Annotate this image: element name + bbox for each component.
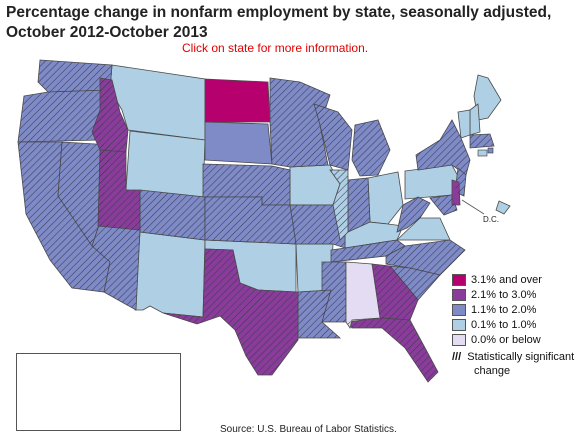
state-vermont[interactable] — [457, 109, 471, 139]
source-note: Source: U.S. Bureau of Labor Statistics. — [220, 424, 397, 435]
state-new-mexico[interactable] — [134, 231, 206, 318]
legend-label-5: 0.0% or below — [471, 333, 541, 346]
state-maine[interactable] — [473, 74, 502, 121]
legend-swatch-1 — [452, 273, 466, 286]
legend-swatch-5 — [452, 333, 466, 346]
click-hint: Click on state for more information. — [182, 41, 369, 55]
legend-swatch-3 — [452, 303, 466, 316]
legend-item-2: 2.1% to 3.0% — [452, 287, 574, 302]
state-new-hampshire[interactable] — [469, 103, 481, 136]
hatch-mark: /// — [452, 351, 462, 363]
state-north-dakota[interactable] — [204, 78, 271, 123]
legend-significance: /// Statistically significant change — [452, 350, 574, 378]
state-rhode-island[interactable] — [487, 147, 494, 154]
map-title: Percentage change in nonfarm employment … — [6, 4, 552, 41]
legend-swatch-2 — [452, 288, 466, 301]
dc-leader-line — [461, 199, 485, 215]
legend-item-5: 0.0% or below — [452, 332, 574, 347]
dc-label: D.C. — [483, 215, 499, 224]
legend-item-4: 0.1% to 1.0% — [452, 317, 574, 332]
state-hawaii-dc-inset[interactable] — [495, 200, 511, 215]
legend: 3.1% and over 2.1% to 3.0% 1.1% to 2.0% … — [452, 272, 574, 378]
significance-label-line2: change — [474, 365, 511, 377]
state-connecticut[interactable] — [477, 149, 488, 157]
significance-label-line1: Statistically significant — [467, 351, 575, 363]
alaska-hawaii-inset — [16, 353, 181, 431]
state-virginia[interactable] — [396, 217, 451, 241]
legend-swatch-4 — [452, 318, 466, 331]
legend-item-1: 3.1% and over — [452, 272, 574, 287]
legend-label-3: 1.1% to 2.0% — [471, 303, 537, 316]
state-wyoming[interactable] — [125, 130, 206, 198]
states-bin-1 — [204, 78, 271, 123]
legend-label-2: 2.1% to 3.0% — [471, 288, 537, 301]
state-ohio[interactable] — [367, 171, 404, 225]
state-south-dakota[interactable] — [204, 121, 273, 165]
legend-label-4: 0.1% to 1.0% — [471, 318, 537, 331]
legend-item-3: 1.1% to 2.0% — [452, 302, 574, 317]
legend-label-1: 3.1% and over — [471, 273, 542, 286]
